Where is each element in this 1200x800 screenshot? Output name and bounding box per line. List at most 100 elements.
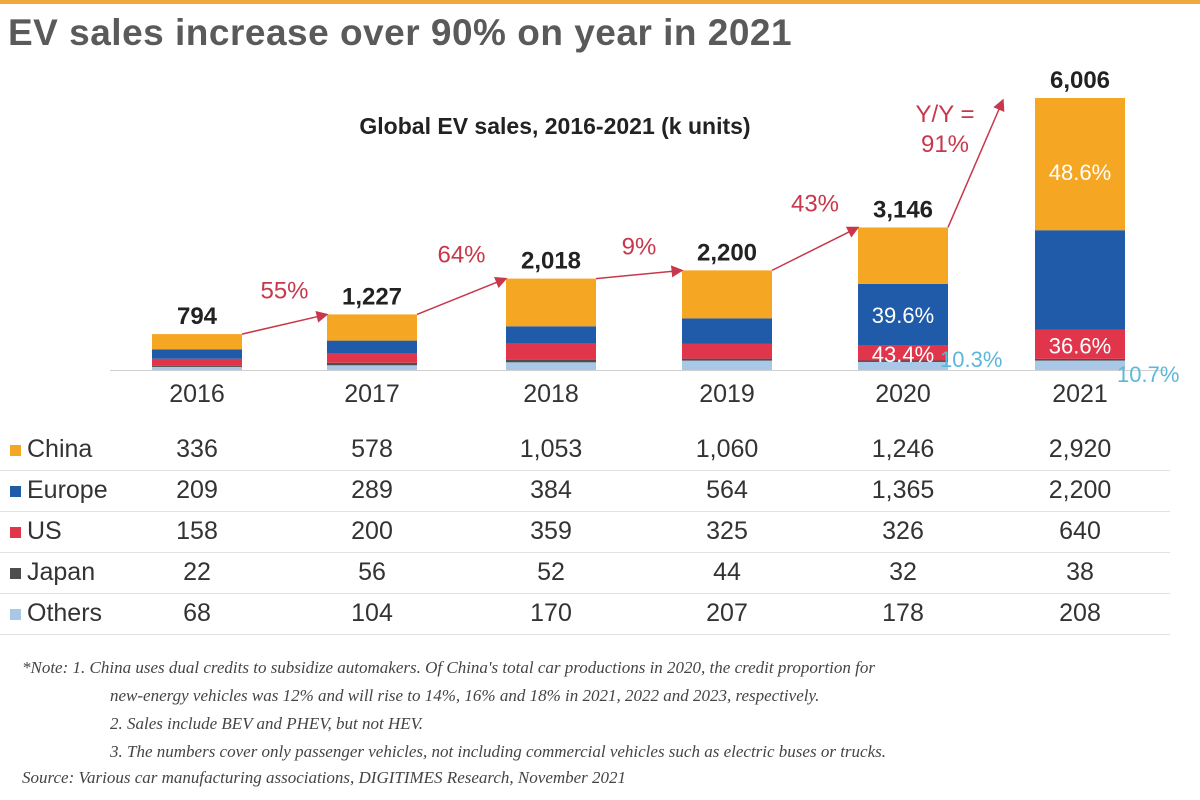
bar-europe-2020	[858, 283, 948, 346]
share-label-us-2021: 36.6%	[1049, 333, 1111, 358]
bar-us-2016	[152, 358, 242, 366]
table-cell-europe-2016: 209	[176, 476, 218, 504]
total-label-2018: 2,018	[521, 248, 581, 275]
growth-label-2: 64%	[437, 242, 485, 269]
growth-arrow-4	[771, 226, 860, 272]
table-row-japan: Japan 22 56 52 44 32 38	[0, 552, 1170, 594]
x-tick-2020: 2020	[875, 380, 931, 408]
bar-china-2021	[1035, 98, 1125, 231]
table-cell-us-2017: 200	[351, 517, 393, 545]
bar-others-2017	[327, 365, 417, 370]
note-line-3: 2. Sales include BEV and PHEV, but not H…	[110, 714, 424, 733]
table-cell-us-2018: 359	[530, 517, 572, 545]
legend-swatch-others	[10, 609, 21, 620]
table-cell-others-2021: 208	[1059, 599, 1101, 627]
growth-arrow-5	[947, 98, 1005, 228]
bar-china-2016	[152, 334, 242, 350]
bar-japan-2016	[152, 365, 242, 367]
top-accent-rule	[0, 0, 1200, 4]
table-row-us: US 158 200 359 325 326 640	[0, 511, 1170, 553]
growth-arrow-2	[416, 276, 508, 316]
table-cell-others-2019: 207	[706, 599, 748, 627]
table-cell-others-2016: 68	[183, 599, 211, 627]
x-tick-2016: 2016	[169, 380, 225, 408]
bar-others-2018	[506, 362, 596, 370]
table-cell-japan-2020: 32	[889, 558, 917, 586]
table-cell-us-2021: 640	[1059, 517, 1101, 545]
table-cell-china-2017: 578	[351, 435, 393, 463]
table-cell-europe-2018: 384	[530, 476, 572, 504]
bar-japan-2017	[327, 362, 417, 366]
x-tick-2018: 2018	[523, 380, 579, 408]
share-label-others-2021: 10.7%	[1117, 362, 1179, 387]
note-line-4: 3. The numbers cover only passenger vehi…	[110, 742, 886, 761]
stacked-bar-chart: Global EV sales, 2016-2021 (k units) 794 2…	[110, 67, 1179, 408]
growth-arrow-3	[595, 265, 684, 280]
bar-china-2017	[327, 314, 417, 341]
table-cell-europe-2019: 564	[706, 476, 748, 504]
table-cell-japan-2018: 52	[537, 558, 565, 586]
total-label-2021: 6,006	[1050, 67, 1110, 94]
x-tick-2017: 2017	[344, 380, 400, 408]
legend-label-japan: Japan	[27, 558, 96, 586]
share-label-china-2021: 48.6%	[1049, 160, 1111, 185]
x-tick-2021: 2021	[1052, 380, 1108, 408]
bar-japan-2019	[682, 358, 772, 361]
table-cell-china-2019: 1,060	[695, 435, 759, 463]
table-cell-europe-2021: 2,200	[1048, 476, 1112, 504]
bar-china-2020	[858, 227, 948, 284]
bar-china-2019	[682, 270, 772, 319]
growth-label-3: 9%	[622, 233, 657, 260]
note-line-2: new-energy vehicles was 12% and will ris…	[110, 686, 820, 705]
table-cell-china-2018: 1,053	[519, 435, 583, 463]
legend-label-europe: Europe	[27, 476, 108, 504]
table-cell-europe-2017: 289	[351, 476, 393, 504]
table-cell-us-2016: 158	[176, 517, 218, 545]
growth-arrow-1	[241, 310, 329, 335]
table-cell-others-2018: 170	[530, 599, 572, 627]
bar-japan-2021	[1035, 358, 1125, 361]
share-label-europe-2020: 39.6%	[872, 303, 934, 328]
table-cell-us-2019: 325	[706, 517, 748, 545]
bar-us-2021	[1035, 329, 1125, 359]
total-label-2020: 3,146	[873, 196, 933, 223]
table-cell-japan-2019: 44	[713, 558, 741, 586]
note-line-1: *Note: 1. China uses dual credits to sub…	[22, 658, 875, 677]
bar-others-2021	[1035, 360, 1125, 370]
table-cell-china-2021: 2,920	[1048, 435, 1112, 463]
table-cell-others-2017: 104	[351, 599, 393, 627]
legend-label-us: US	[27, 517, 62, 545]
table-row-china: China 336 578 1,053 1,060 1,246 2,920	[0, 429, 1170, 471]
x-tick-2019: 2019	[699, 380, 755, 408]
legend-label-china: China	[27, 435, 93, 463]
total-label-2016: 794	[177, 303, 218, 330]
bar-japan-2018	[506, 359, 596, 363]
table-cell-us-2020: 326	[882, 517, 924, 545]
chart-title: Global EV sales, 2016-2021 (k units)	[359, 113, 750, 139]
bar-others-2019	[682, 360, 772, 370]
table-cell-europe-2020: 1,365	[871, 476, 935, 504]
growth-label-5: Y/Y = 91%	[916, 101, 975, 158]
bar-us-2019	[682, 343, 772, 359]
table-cell-others-2020: 178	[882, 599, 924, 627]
bar-us-2018	[506, 343, 596, 360]
source-line: Source: Various car manufacturing associ…	[22, 768, 627, 787]
headline: EV sales increase over 90% on year in 20…	[8, 12, 793, 53]
table-cell-china-2016: 336	[176, 435, 218, 463]
table-cell-japan-2017: 56	[358, 558, 386, 586]
total-label-2017: 1,227	[342, 283, 402, 310]
legend-swatch-us	[10, 527, 21, 538]
bar-japan-2020	[858, 360, 948, 362]
table-row-europe: Europe 209 289 384 564 1,365 2,200	[0, 470, 1170, 512]
bar-others-2020	[858, 361, 948, 370]
bar-europe-2018	[506, 326, 596, 344]
bar-us-2017	[327, 353, 417, 363]
bar-others-2016	[152, 366, 242, 370]
growth-label-4: 43%	[791, 190, 839, 217]
table-cell-china-2020: 1,246	[871, 435, 935, 463]
bar-europe-2016	[152, 349, 242, 359]
share-label-others-2020: 10.3%	[940, 347, 1002, 372]
table-cell-japan-2021: 38	[1066, 558, 1094, 586]
share-label-us-2020: 43.4%	[872, 342, 934, 367]
legend-label-others: Others	[27, 599, 103, 627]
